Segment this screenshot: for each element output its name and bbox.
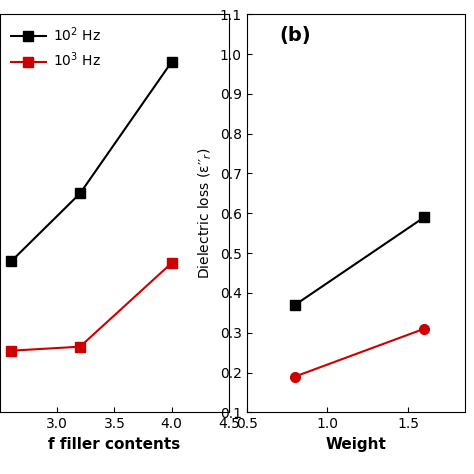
10$^2$ Hz — [169, 59, 174, 65]
10$^3$ Hz — [169, 260, 174, 266]
X-axis label: f filler contents: f filler contents — [48, 437, 181, 452]
Line: 10$^2$ Hz: 10$^2$ Hz — [7, 57, 176, 266]
X-axis label: Weight: Weight — [325, 437, 386, 452]
10$^3$ Hz — [77, 344, 83, 349]
Text: (b): (b) — [279, 26, 311, 45]
Legend: 10$^2$ Hz, 10$^3$ Hz: 10$^2$ Hz, 10$^3$ Hz — [7, 21, 105, 73]
Line: 10$^3$ Hz: 10$^3$ Hz — [7, 258, 176, 356]
10$^2$ Hz — [9, 258, 14, 264]
Y-axis label: Dielectric loss (ε′′$_r$): Dielectric loss (ε′′$_r$) — [197, 148, 214, 279]
10$^3$ Hz — [9, 348, 14, 354]
10$^2$ Hz — [77, 191, 83, 196]
